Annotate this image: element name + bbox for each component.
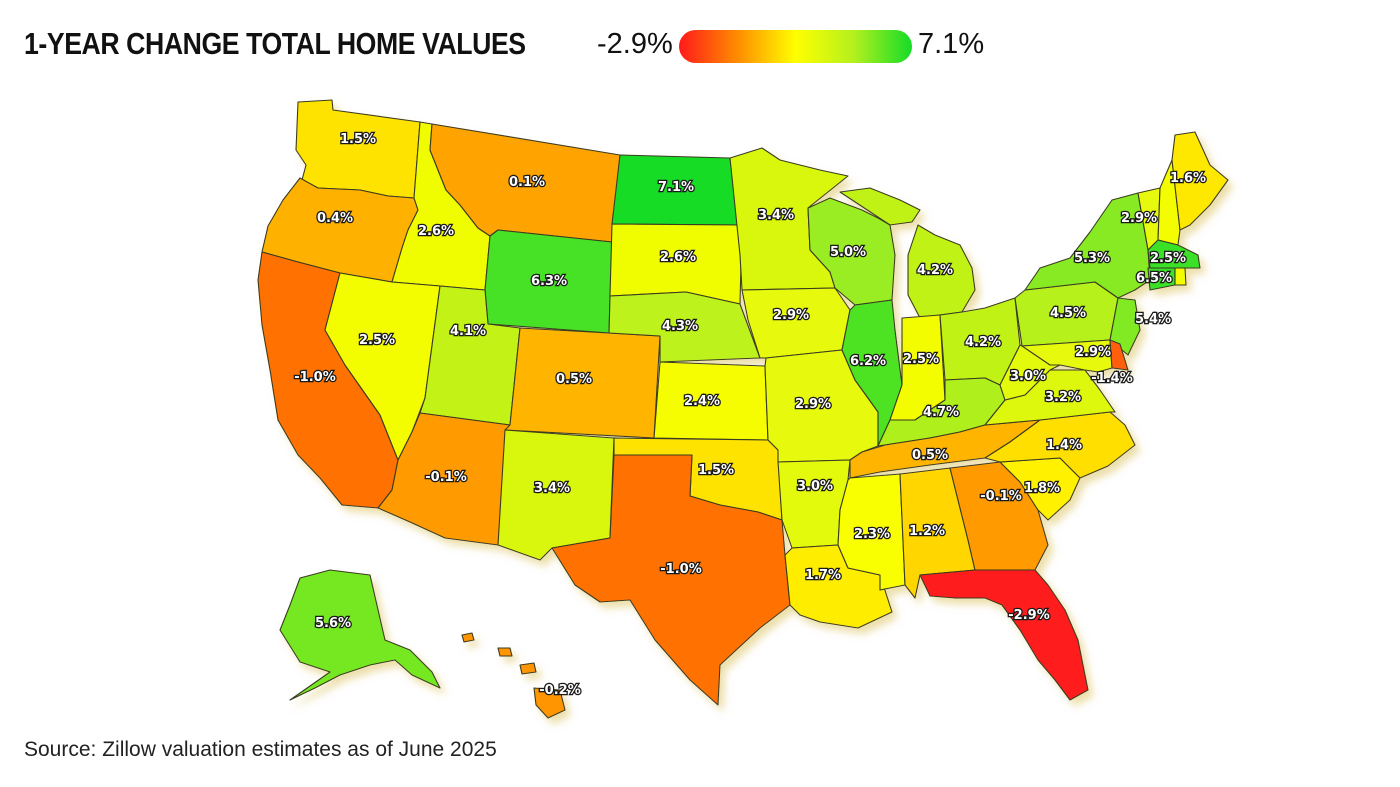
state-label-nc: 1.4% <box>1046 438 1082 453</box>
state-label-wy: 6.3% <box>531 274 567 289</box>
state-me <box>1171 131 1229 231</box>
state-hi-part-2 <box>519 662 537 675</box>
state-label-sd: 2.6% <box>660 250 696 265</box>
state-fl <box>919 569 1089 701</box>
state-hi-part-3 <box>461 632 475 643</box>
state-label-wa: 1.5% <box>340 132 376 147</box>
state-label-al: 1.2% <box>909 524 945 539</box>
state-label-oh: 4.2% <box>965 335 1001 350</box>
state-label-ma: 6.5% <box>1136 271 1172 286</box>
state-ri <box>1174 267 1187 286</box>
state-label-md: 2.9% <box>1075 345 1111 360</box>
state-label-nh: 2.5% <box>1150 251 1186 266</box>
state-mi-part-0 <box>839 187 921 226</box>
state-label-ky: 4.7% <box>923 405 959 420</box>
legend-color-bar <box>679 30 912 63</box>
state-label-or: 0.4% <box>317 211 353 226</box>
state-label-ks: 2.4% <box>684 394 720 409</box>
state-label-mn: 3.4% <box>758 208 794 223</box>
state-label-mo: 2.9% <box>795 397 831 412</box>
legend-max-label: 7.1% <box>918 28 985 60</box>
state-label-ne: 4.3% <box>662 319 698 334</box>
state-label-wv: 3.0% <box>1010 369 1046 384</box>
state-hi-part-0 <box>533 687 566 719</box>
state-label-hi: -0.2% <box>539 683 580 698</box>
state-ne <box>608 291 761 363</box>
legend-min-label: -2.9% <box>597 28 673 60</box>
state-label-ca: -1.0% <box>294 370 335 385</box>
map-title: 1-YEAR CHANGE TOTAL HOME VALUES <box>24 26 526 61</box>
state-label-nj: 5.4% <box>1135 312 1171 327</box>
state-label-pa: 4.5% <box>1050 306 1086 321</box>
state-label-mt: 0.1% <box>509 175 545 190</box>
state-label-id: 2.6% <box>418 224 454 239</box>
state-label-in: 2.5% <box>903 352 939 367</box>
state-label-tx: -1.0% <box>660 562 701 577</box>
state-de <box>1109 339 1129 371</box>
state-tx <box>551 454 791 706</box>
state-ak <box>279 569 441 701</box>
state-wi <box>807 197 896 306</box>
state-label-ak: 5.6% <box>315 616 351 631</box>
state-label-nv: 2.5% <box>359 333 395 348</box>
state-label-wi: 5.0% <box>830 245 866 260</box>
state-label-vt: 2.9% <box>1121 211 1157 226</box>
state-label-ga: -0.1% <box>980 489 1021 504</box>
state-wa <box>295 99 421 199</box>
state-label-ny: 5.3% <box>1074 251 1110 266</box>
state-label-ok: 1.5% <box>698 463 734 478</box>
state-label-la: 1.7% <box>805 568 841 583</box>
state-label-ar: 3.0% <box>797 479 833 494</box>
state-label-ms: 2.3% <box>854 527 890 542</box>
state-ny <box>1024 192 1151 299</box>
state-nc <box>984 411 1136 479</box>
state-label-sc: 1.8% <box>1024 481 1060 496</box>
state-ia <box>741 287 851 359</box>
state-label-az: -0.1% <box>425 470 466 485</box>
state-label-mi: 4.2% <box>917 263 953 278</box>
state-label-de: -1.4% <box>1091 371 1132 386</box>
state-nj <box>1109 297 1141 356</box>
state-nh <box>1157 159 1181 246</box>
state-label-nm: 3.4% <box>534 481 570 496</box>
state-label-il: 6.2% <box>850 354 886 369</box>
state-label-nd: 7.1% <box>658 180 694 195</box>
state-label-tn: 0.5% <box>912 448 948 463</box>
state-label-co: 0.5% <box>556 372 592 387</box>
state-label-ut: 4.1% <box>450 324 486 339</box>
state-label-me: 1.6% <box>1170 171 1206 186</box>
state-label-fl: -2.9% <box>1008 608 1049 623</box>
source-note: Source: Zillow valuation estimates as of… <box>24 738 497 761</box>
state-label-va: 3.2% <box>1045 390 1081 405</box>
state-label-ia: 2.9% <box>773 308 809 323</box>
state-hi-part-1 <box>497 647 513 657</box>
